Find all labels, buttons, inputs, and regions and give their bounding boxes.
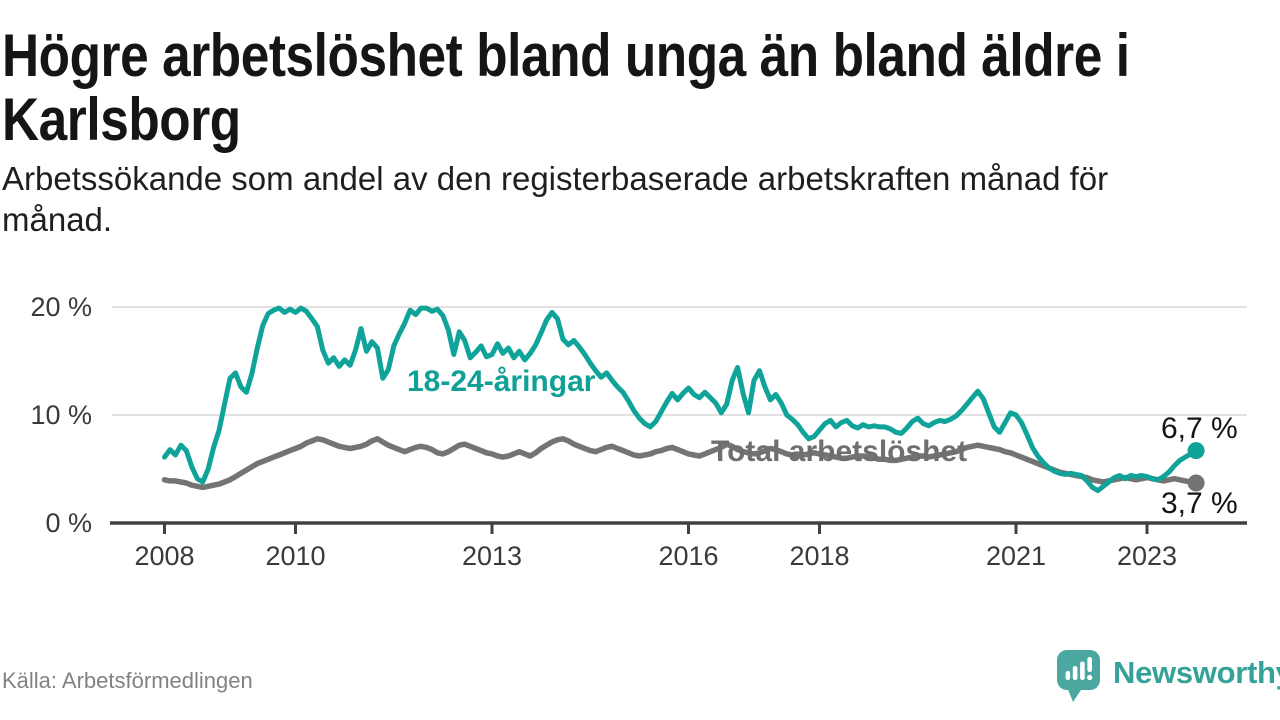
series-label-total: Total arbetslöshet	[711, 435, 968, 468]
end-value-label-18-24: 6,7 %	[1161, 412, 1238, 445]
end-dot	[1187, 442, 1205, 460]
page-title: Högre arbetslöshet bland unga än bland ä…	[2, 22, 1130, 153]
x-axis-label: 2008	[134, 541, 195, 571]
x-axis-label: 2016	[658, 541, 719, 571]
source-note: Källa: Arbetsförmedlingen	[2, 668, 253, 693]
x-axis-label: 2013	[461, 541, 523, 571]
x-axis-label: 2021	[985, 541, 1047, 571]
series-label-18-24: 18-24-åringar	[407, 365, 596, 398]
end-value-label-total: 3,7 %	[1161, 487, 1238, 520]
newsworthy-speech-bubble-icon	[1057, 650, 1100, 702]
y-axis-label: 20 %	[30, 292, 92, 322]
x-axis-label: 2023	[1116, 541, 1178, 571]
newsworthy-wordmark: Newsworthy	[1113, 655, 1280, 690]
x-axis-label: 2010	[265, 541, 326, 571]
page-subtitle: Arbetssökande som andel av den registerb…	[2, 160, 1109, 238]
y-axis-label: 0 %	[45, 508, 92, 538]
y-axis-label: 10 %	[30, 400, 92, 430]
end-dot	[1187, 474, 1205, 492]
x-axis-label: 2018	[789, 541, 850, 571]
series-line	[162, 305, 1199, 494]
newsworthy-logo: Newsworthy	[1056, 649, 1280, 705]
series-line	[161, 436, 1199, 491]
